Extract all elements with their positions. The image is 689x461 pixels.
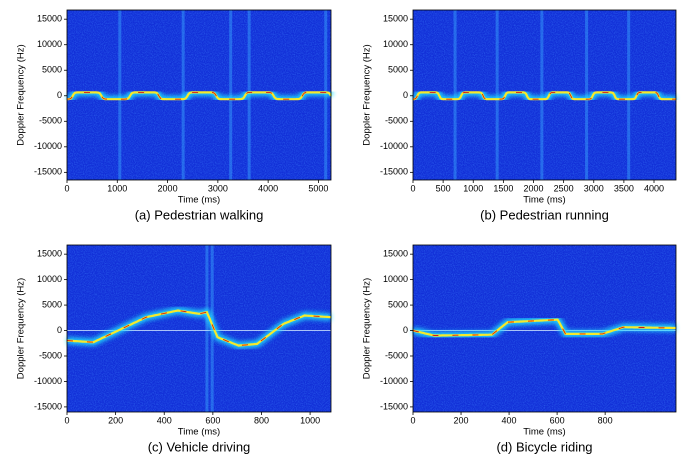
x-tick-label: 3500 — [614, 183, 634, 193]
y-axis-label: Doppler Frequency (Hz) — [16, 44, 27, 145]
spectrogram-streak — [627, 10, 631, 180]
x-tick-label: 0 — [410, 415, 415, 425]
y-tick-label: -5000 — [385, 350, 408, 360]
spectrogram-streak — [495, 10, 499, 180]
spectrogram-streak — [540, 10, 544, 180]
y-tick-label: 10000 — [37, 274, 62, 284]
y-axis-label: Doppler Frequency (Hz) — [362, 278, 373, 379]
y-tick-label: -10000 — [34, 141, 62, 151]
y-tick-label: 0 — [403, 90, 408, 100]
x-tick-label: 600 — [205, 415, 220, 425]
panel-caption: (c) Vehicle driving — [148, 439, 251, 454]
x-tick-label: 3000 — [584, 183, 604, 193]
x-tick-label: 500 — [436, 183, 451, 193]
spectrogram-peak — [67, 91, 332, 100]
spectrogram-trace — [413, 91, 677, 101]
y-tick-label: 0 — [403, 325, 408, 335]
x-tick-label: 1000 — [300, 415, 320, 425]
spectrogram-streak — [118, 10, 122, 180]
y-axis-label: Doppler Frequency (Hz) — [362, 44, 373, 145]
y-tick-label: 5000 — [42, 299, 62, 309]
spectrogram-streak — [453, 10, 457, 180]
y-tick-label: -10000 — [380, 141, 408, 151]
plot-frame — [66, 244, 332, 413]
y-tick-label: -15000 — [380, 167, 408, 177]
plot-frame — [412, 9, 677, 181]
x-tick-label: 2500 — [554, 183, 574, 193]
y-tick-label: -10000 — [34, 376, 62, 386]
x-axis-label: Time (ms) — [178, 195, 220, 206]
y-tick-label: 10000 — [37, 39, 62, 49]
x-tick-label: 3000 — [208, 183, 228, 193]
x-tick-label: 2000 — [523, 183, 543, 193]
y-tick-label: -5000 — [39, 116, 62, 126]
y-tick-label: 15000 — [37, 249, 62, 259]
y-tick-label: -15000 — [380, 401, 408, 411]
plot-frame — [412, 244, 677, 413]
y-tick-label: 15000 — [383, 249, 408, 259]
x-axis-label: Time (ms) — [178, 427, 220, 438]
spectrogram-streak — [585, 10, 589, 180]
x-tick-label: 400 — [157, 415, 172, 425]
y-tick-label: 5000 — [388, 65, 408, 75]
panel: -15000 -10000 -5000 0 5000 10000 15000 0 200 400 6… — [16, 244, 332, 454]
y-tick-label: -5000 — [39, 350, 62, 360]
spectrogram-noise — [67, 245, 331, 412]
x-tick-label: 200 — [454, 415, 469, 425]
x-tick-label: 0 — [64, 183, 69, 193]
plot-frame — [66, 9, 332, 181]
y-tick-label: 15000 — [37, 14, 62, 24]
x-tick-label: 800 — [598, 415, 613, 425]
x-tick-label: 4000 — [644, 183, 664, 193]
spectrogram-noise — [413, 10, 676, 180]
x-tick-label: 1500 — [493, 183, 513, 193]
panel-caption: (d) Bicycle riding — [496, 439, 592, 454]
x-tick-label: 2000 — [158, 183, 178, 193]
spectrogram-peak — [67, 310, 332, 347]
x-tick-label: 0 — [64, 415, 69, 425]
y-tick-label: 0 — [57, 325, 62, 335]
panel: -15000 -10000 -5000 0 5000 10000 15000 0 200 400 6… — [362, 244, 677, 454]
y-tick-label: -10000 — [380, 376, 408, 386]
spectrogram-peak — [412, 319, 676, 336]
y-tick-label: 5000 — [388, 299, 408, 309]
y-tick-label: -15000 — [34, 401, 62, 411]
x-tick-label: 4000 — [258, 183, 278, 193]
spectrogram-streak — [229, 10, 233, 180]
y-tick-label: -5000 — [385, 116, 408, 126]
y-tick-label: 10000 — [383, 274, 408, 284]
panel: -15000 -10000 -5000 0 5000 10000 15000 0 1000 200… — [16, 9, 334, 222]
x-tick-label: 800 — [254, 415, 269, 425]
spectrogram-streak — [205, 245, 209, 412]
x-tick-label: 5000 — [308, 183, 328, 193]
y-tick-label: 5000 — [42, 65, 62, 75]
x-axis-label: Time (ms) — [523, 195, 565, 206]
x-tick-label: 600 — [550, 415, 565, 425]
panel: -15000 -10000 -5000 0 5000 10000 15000 0 500 1000… — [362, 9, 677, 222]
panel-caption: (b) Pedestrian running — [480, 207, 609, 222]
x-tick-label: 0 — [410, 183, 415, 193]
y-tick-label: 0 — [57, 90, 62, 100]
y-tick-label: -15000 — [34, 167, 62, 177]
x-axis-label: Time (ms) — [523, 427, 565, 438]
x-tick-label: 400 — [502, 415, 517, 425]
x-tick-label: 200 — [108, 415, 123, 425]
x-tick-label: 1000 — [107, 183, 127, 193]
y-tick-label: 15000 — [383, 14, 408, 24]
spectrogram-streak — [181, 10, 185, 180]
y-tick-label: 10000 — [383, 39, 408, 49]
y-axis-label: Doppler Frequency (Hz) — [16, 278, 27, 379]
x-tick-label: 1000 — [463, 183, 483, 193]
panel-caption: (a) Pedestrian walking — [135, 207, 264, 222]
